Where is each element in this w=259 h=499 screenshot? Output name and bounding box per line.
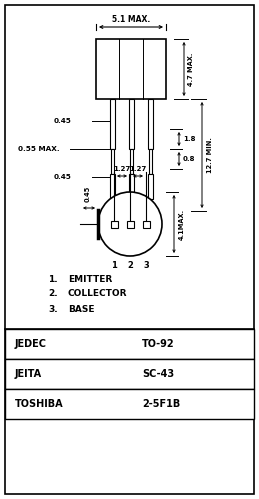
Text: JEDEC: JEDEC — [15, 339, 47, 349]
Text: TOSHIBA: TOSHIBA — [15, 399, 64, 409]
Text: 3: 3 — [143, 261, 149, 270]
Bar — [111, 221, 118, 228]
Bar — [5, 329, 254, 359]
Text: 1.8: 1.8 — [183, 136, 196, 142]
Text: 4.7 MAX.: 4.7 MAX. — [188, 52, 194, 86]
Text: 1.27: 1.27 — [130, 166, 147, 172]
Text: 12.7 MIN.: 12.7 MIN. — [207, 137, 213, 173]
Bar — [128, 174, 133, 199]
Bar — [130, 149, 133, 174]
Bar — [96, 39, 166, 99]
Bar — [5, 359, 254, 389]
Text: EMITTER: EMITTER — [68, 274, 112, 283]
Text: 2-5F1B: 2-5F1B — [142, 399, 180, 409]
Bar — [110, 99, 114, 149]
Bar — [126, 221, 133, 228]
Bar — [149, 199, 151, 211]
Text: 0.8: 0.8 — [183, 156, 196, 162]
Text: 2: 2 — [127, 261, 133, 270]
Bar — [147, 99, 153, 149]
Circle shape — [98, 192, 162, 256]
Bar — [142, 221, 149, 228]
Text: 2.: 2. — [48, 289, 57, 298]
Text: 0.45: 0.45 — [85, 186, 91, 202]
Bar — [147, 174, 153, 199]
Bar — [111, 199, 113, 211]
Text: COLLECTOR: COLLECTOR — [68, 289, 127, 298]
Bar — [128, 99, 133, 149]
Text: 0.45: 0.45 — [54, 118, 72, 124]
Text: SC-43: SC-43 — [142, 369, 174, 379]
Text: JEITA: JEITA — [15, 369, 42, 379]
Bar — [111, 149, 113, 174]
Bar — [110, 174, 114, 199]
Text: 1.: 1. — [48, 274, 57, 283]
Text: 1.27: 1.27 — [113, 166, 131, 172]
Bar — [130, 199, 132, 211]
Text: 0.55 MAX.: 0.55 MAX. — [18, 146, 60, 152]
Bar — [148, 149, 152, 174]
Bar — [5, 389, 254, 419]
Text: 0.45: 0.45 — [54, 174, 72, 180]
Text: 4.1MAX.: 4.1MAX. — [179, 209, 185, 240]
Text: 5.1 MAX.: 5.1 MAX. — [112, 15, 150, 24]
Text: BASE: BASE — [68, 304, 95, 313]
Text: 3.: 3. — [48, 304, 57, 313]
Text: 1: 1 — [111, 261, 117, 270]
Text: TO-92: TO-92 — [142, 339, 175, 349]
